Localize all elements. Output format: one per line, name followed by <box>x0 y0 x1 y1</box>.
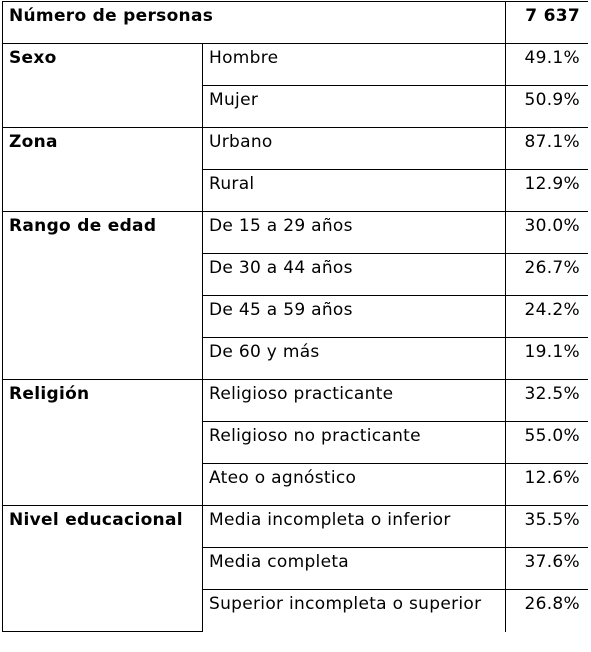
row-value: 32.5% <box>505 379 588 422</box>
row-value: 87.1% <box>505 127 588 170</box>
row-value: 49.1% <box>505 43 588 86</box>
category-zona: Zona <box>2 127 203 212</box>
row-label: Mujer <box>202 85 506 128</box>
demographics-table: Número de personas 7 637 Sexo Hombre 49.… <box>2 1 588 632</box>
row-label: De 45 a 59 años <box>202 295 506 338</box>
row-label: Hombre <box>202 43 506 86</box>
row-label: De 30 a 44 años <box>202 253 506 296</box>
table-row: Mujer 50.9% <box>3 85 588 128</box>
row-label: De 15 a 29 años <box>202 211 506 254</box>
header-row: Número de personas 7 637 <box>2 1 588 44</box>
row-label: Urbano <box>202 127 506 170</box>
header-label: Número de personas <box>2 1 506 44</box>
table-row: Sexo Hombre 49.1% <box>2 43 588 128</box>
row-value: 12.6% <box>505 463 588 506</box>
category-nivel-educacional: Nivel educacional <box>2 505 203 632</box>
row-value: 12.9% <box>505 169 588 212</box>
row-value: 26.7% <box>505 253 588 296</box>
table-row: De 30 a 44 años 26.7% <box>3 253 588 296</box>
table-row: De 60 y más 19.1% <box>3 337 588 380</box>
table-row: Superior incompleta o superior 26.8% <box>3 589 588 632</box>
table-row: Media completa 37.6% <box>3 547 588 590</box>
table-row: Zona Urbano 87.1% <box>2 127 588 212</box>
row-label: Rural <box>202 169 506 212</box>
table-row: Ateo o agnóstico 12.6% <box>3 463 588 506</box>
row-value: 19.1% <box>505 337 588 380</box>
row-value: 37.6% <box>505 547 588 590</box>
category-rango-de-edad: Rango de edad <box>2 211 203 380</box>
row-value: 26.8% <box>505 589 588 632</box>
table-row: Nivel educacional Media incompleta o inf… <box>2 505 588 632</box>
row-value: 35.5% <box>505 505 588 548</box>
table-row: Religión Religioso practicante 32.5% <box>2 379 588 506</box>
row-label: Superior incompleta o superior <box>202 589 506 632</box>
row-value: 30.0% <box>505 211 588 254</box>
row-value: 24.2% <box>505 295 588 338</box>
header-value: 7 637 <box>505 1 588 44</box>
row-label: Media completa <box>202 547 506 590</box>
category-sexo: Sexo <box>2 43 203 128</box>
table-row: Rango de edad De 15 a 29 años 30.0% <box>2 211 588 380</box>
row-label: Religioso no practicante <box>202 421 506 464</box>
table-row: Religioso no practicante 55.0% <box>3 421 588 464</box>
row-value: 50.9% <box>505 85 588 128</box>
category-religion: Religión <box>2 379 203 506</box>
table-row: De 45 a 59 años 24.2% <box>3 295 588 338</box>
row-label: De 60 y más <box>202 337 506 380</box>
row-label: Religioso practicante <box>202 379 506 422</box>
row-label: Ateo o agnóstico <box>202 463 506 506</box>
row-value: 55.0% <box>505 421 588 464</box>
row-label: Media incompleta o inferior <box>202 505 506 548</box>
